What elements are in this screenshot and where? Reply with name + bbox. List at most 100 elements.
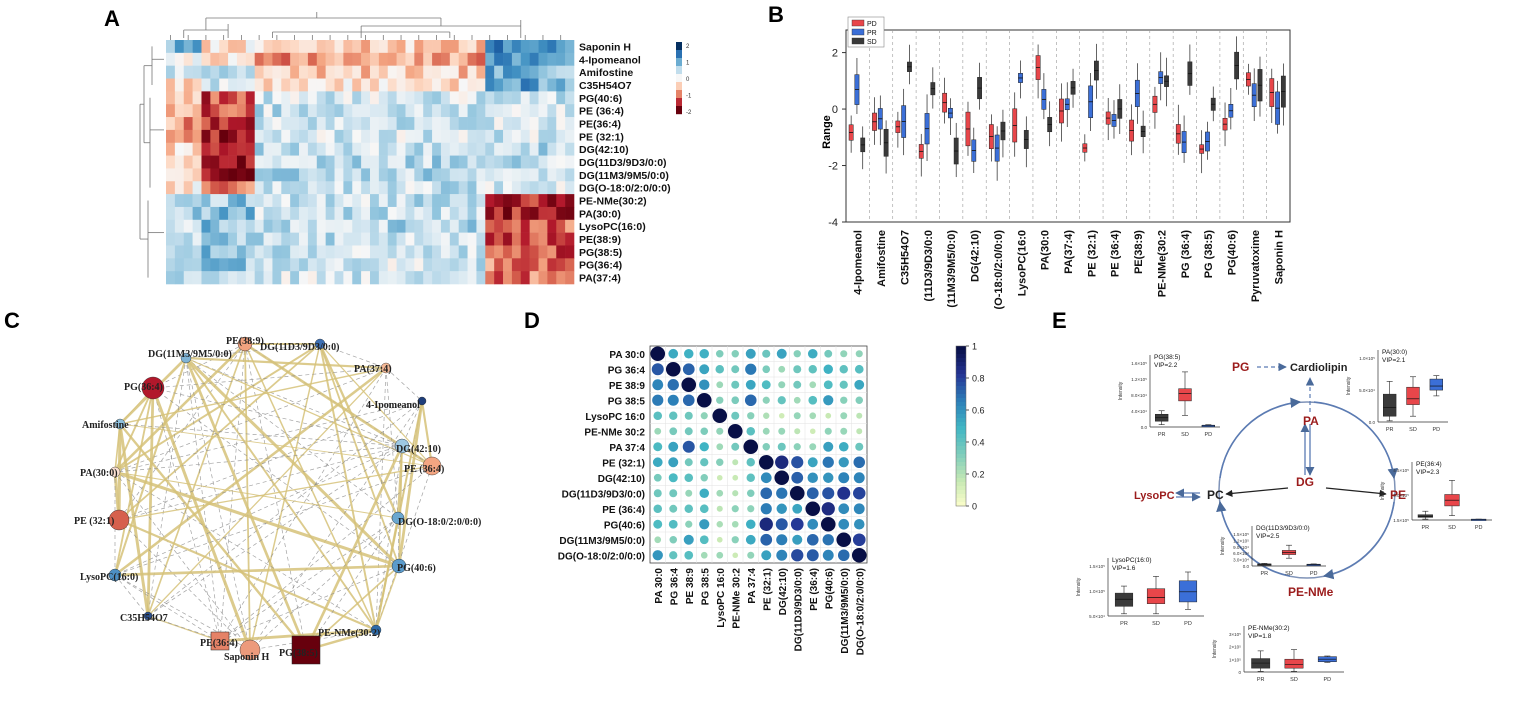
heatmap-cell — [316, 104, 326, 118]
heatmap-cell — [396, 194, 406, 208]
heatmap-cell — [290, 245, 300, 259]
heatmap-cell — [467, 78, 477, 92]
heatmap-cell — [370, 271, 380, 285]
panel-a-heatmap: A Saponin H4-IpomeanolAmifostineC35H54O7… — [104, 6, 692, 285]
correlation-dot — [732, 552, 739, 559]
heatmap-cell — [529, 65, 539, 79]
heatmap-cell — [272, 142, 282, 156]
heatmap-cell — [467, 271, 477, 285]
mini-x-label: SD — [1409, 427, 1417, 433]
colorbar-tick: 0.6 — [972, 406, 985, 416]
heatmap-cell — [565, 194, 575, 208]
heatmap-cell — [467, 129, 477, 144]
heatmap-cell — [494, 129, 504, 144]
heatmap-cell — [556, 258, 566, 272]
correlation-dot — [716, 396, 724, 404]
heatmap-cell — [387, 258, 397, 272]
heatmap-cell — [245, 155, 255, 169]
correlation-dot — [731, 536, 739, 544]
mini-x-label: SD — [1285, 571, 1293, 577]
network-edge-positive — [147, 367, 387, 617]
network-edge-positive — [114, 387, 154, 473]
mini-y-tick: 1.0×10⁵ — [1359, 356, 1375, 361]
colorbar-segment — [956, 454, 966, 459]
correlation-dot — [669, 551, 678, 560]
correlation-dot — [793, 365, 802, 374]
heatmap-cell — [201, 258, 211, 272]
heatmap-cell — [325, 104, 335, 118]
heatmap-cell — [201, 78, 211, 92]
heatmap-cell — [476, 117, 486, 131]
heatmap-cell — [316, 117, 326, 131]
mini-y-tick: 5.0×10⁴ — [1359, 388, 1375, 393]
heatmap-cell — [378, 194, 389, 208]
colorbar-segment — [956, 430, 966, 435]
network-node — [108, 509, 130, 531]
heatmap-cell — [334, 155, 344, 169]
colorbar-segment — [956, 350, 966, 355]
heatmap-cell — [325, 271, 335, 285]
correlation-dot — [855, 442, 864, 451]
heatmap-cell — [423, 232, 433, 246]
heatmap-cell — [236, 104, 247, 118]
heatmap-cell — [236, 271, 247, 285]
heatmap-cell — [432, 232, 442, 246]
mini-x-label: PR — [1422, 525, 1430, 531]
heatmap-cell — [245, 142, 255, 156]
correlation-dot — [746, 489, 755, 498]
heatmap-cell — [387, 232, 397, 246]
heatmap-cell — [192, 65, 202, 79]
network-edge-negative — [397, 517, 400, 567]
heatmap-cell — [556, 40, 566, 54]
correlation-dot — [699, 379, 710, 390]
heatmap-cell — [174, 219, 185, 233]
heatmap-cell — [414, 245, 424, 259]
heatmap-cell — [449, 194, 459, 208]
heatmap-cell — [556, 206, 566, 221]
heatmap-cell — [334, 181, 344, 195]
heatmap-cell — [361, 271, 371, 285]
heatmap-cell — [485, 129, 495, 144]
network-edge-negative — [118, 519, 251, 651]
heatmap-cell — [511, 194, 522, 208]
correlation-dot — [776, 534, 788, 546]
mini-y-tick: 1×10⁵ — [1229, 657, 1241, 662]
heatmap-cell — [174, 155, 185, 169]
heatmap-cell — [494, 142, 504, 156]
heatmap-cell — [556, 232, 566, 246]
colorbar-segment — [676, 50, 682, 59]
correlation-dot — [855, 396, 863, 404]
heatmap-cell — [183, 52, 193, 66]
heatmap-cell — [334, 219, 344, 233]
heatmap-cell — [414, 52, 424, 66]
heatmap-cell — [432, 142, 442, 156]
heatmap-cell — [449, 129, 459, 144]
colorbar-segment — [956, 374, 966, 379]
heatmap-cell — [272, 65, 282, 79]
heatmap-cell — [166, 129, 176, 144]
heatmap-cell — [361, 155, 371, 169]
heatmap-cell — [440, 245, 451, 259]
heatmap-cell — [520, 104, 530, 118]
heatmap-row-label: DG(11D3/9D3/0:0) — [579, 157, 667, 169]
heatmap-cell — [325, 206, 335, 221]
heatmap-cell — [370, 91, 380, 105]
heatmap-cell — [352, 181, 362, 195]
heatmap-cell — [556, 78, 566, 92]
network-edge-negative — [147, 445, 403, 617]
heatmap-cell — [432, 168, 442, 182]
colorbar-segment — [956, 346, 966, 351]
heatmap-cell — [201, 65, 211, 79]
heatmap-cell — [423, 65, 433, 79]
heatmap-cell — [166, 232, 176, 246]
correlation-dot — [745, 534, 756, 545]
heatmap-cell — [432, 155, 442, 169]
heatmap-cell — [405, 181, 415, 195]
heatmap-cell — [343, 219, 353, 233]
heatmap-cell — [210, 206, 220, 221]
heatmap-cell — [494, 117, 504, 131]
heatmap-cell — [520, 168, 530, 182]
heatmap-cell — [236, 117, 247, 131]
heatmap-cell — [405, 219, 415, 233]
heatmap-cell — [281, 232, 291, 246]
